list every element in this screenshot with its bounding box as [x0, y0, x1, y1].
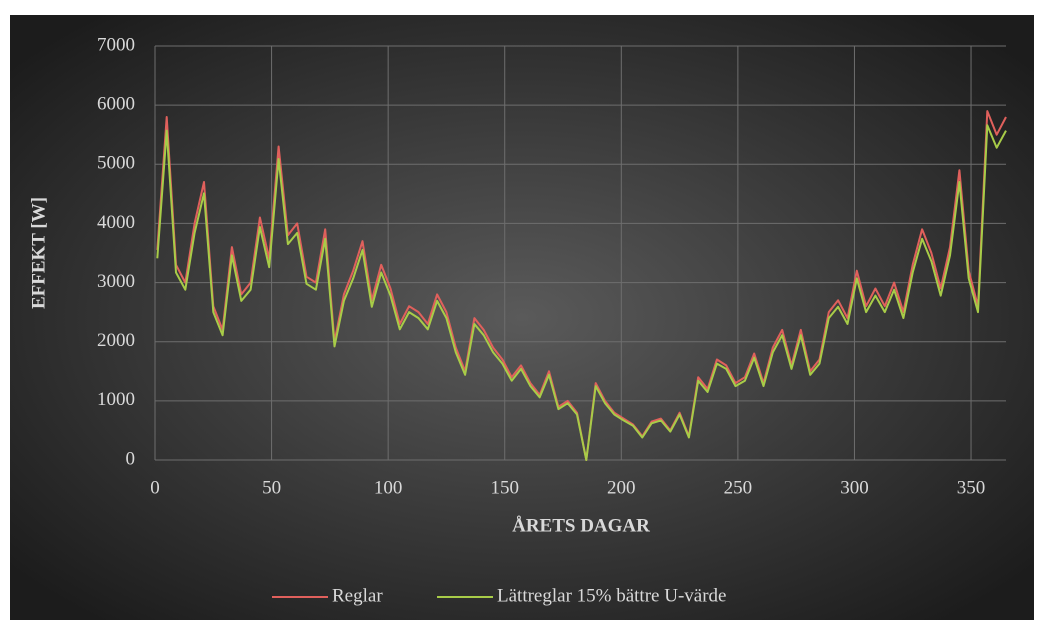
- x-axis-label: ÅRETS DAGAR: [512, 515, 650, 536]
- x-tick-label: 150: [490, 477, 519, 498]
- legend-label: Reglar: [332, 585, 383, 606]
- y-tick-label: 4000: [97, 212, 135, 233]
- y-tick-label: 6000: [97, 94, 135, 115]
- x-tick-label: 350: [957, 477, 986, 498]
- x-tick-label: 50: [262, 477, 281, 498]
- x-tick-label: 250: [724, 477, 753, 498]
- y-tick-label: 7000: [97, 34, 135, 55]
- y-tick-label: 1000: [97, 389, 135, 410]
- series-line: [156, 124, 1007, 461]
- y-tick-label: 5000: [97, 153, 135, 174]
- x-tick-label: 200: [607, 477, 636, 498]
- y-tick-label: 0: [126, 448, 136, 469]
- x-tick-label: 100: [374, 477, 403, 498]
- y-tick-label: 2000: [97, 330, 135, 351]
- x-tick-label: 300: [840, 477, 869, 498]
- y-axis-label: EFFEKT [W]: [28, 197, 49, 309]
- x-tick-label: 0: [150, 477, 160, 498]
- y-tick-label: 3000: [97, 271, 135, 292]
- chart-background: [10, 15, 1034, 620]
- legend-label: Lättreglar 15% bättre U-värde: [497, 585, 726, 606]
